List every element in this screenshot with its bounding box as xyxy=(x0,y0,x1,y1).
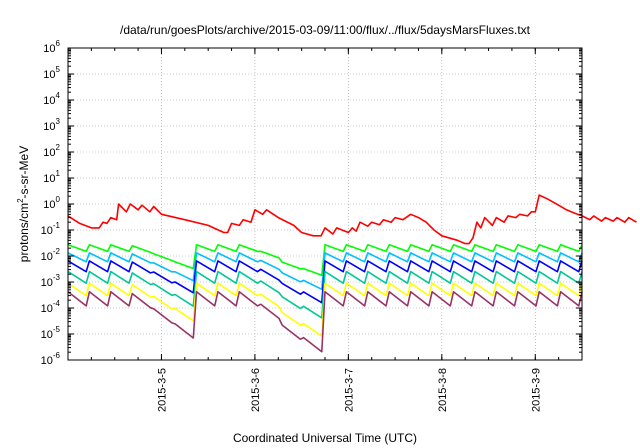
x-tick-label: 2015-3-7 xyxy=(343,368,355,412)
y-tick-label: 102 xyxy=(43,143,60,159)
y-tick-label: 10-2 xyxy=(41,247,61,263)
y-tick-label: 10-5 xyxy=(41,325,61,341)
y-tick-label: 10-1 xyxy=(41,221,61,237)
series-line xyxy=(67,252,583,291)
series-line xyxy=(67,282,583,337)
series-line xyxy=(67,291,583,353)
chart-title: /data/run/goesPlots/archive/2015-03-09/1… xyxy=(120,23,531,37)
x-axis-label: Coordinated Universal Time (UTC) xyxy=(233,431,417,445)
y-tick-labels: 10-6 10-5 10-4 10-3 10-2 10-1 100 101 102 103 104 1… xyxy=(41,39,61,367)
x-tick-label: 2015-3-6 xyxy=(250,368,262,412)
x-tick-label: 2015-3-9 xyxy=(530,368,542,412)
y-tick-label: 10-3 xyxy=(41,273,61,289)
series-line xyxy=(67,260,583,304)
series-line xyxy=(67,194,637,245)
ticks xyxy=(67,47,583,361)
x-tick-label: 2015-3-5 xyxy=(156,368,168,412)
series-line xyxy=(67,270,583,319)
grid xyxy=(68,48,582,360)
y-tick-label: 10-4 xyxy=(41,299,61,315)
y-tick-label: 100 xyxy=(43,195,60,211)
x-tick-labels: 2015-3-5 2015-3-6 2015-3-7 2015-3-8 2015-3-9 xyxy=(156,368,542,412)
plot-frame xyxy=(67,47,583,361)
y-tick-label: 10-6 xyxy=(41,351,61,367)
y-tick-label: 103 xyxy=(43,117,60,133)
y-tick-label: 105 xyxy=(43,65,60,81)
series-layer xyxy=(67,194,637,353)
y-tick-label: 106 xyxy=(43,39,60,55)
y-tick-label: 104 xyxy=(43,91,60,107)
x-tick-label: 2015-3-8 xyxy=(437,368,449,412)
y-axis-label: protons/cm2-s-sr-MeV xyxy=(16,146,31,262)
series-line xyxy=(67,244,583,277)
y-tick-label: 101 xyxy=(43,169,60,185)
